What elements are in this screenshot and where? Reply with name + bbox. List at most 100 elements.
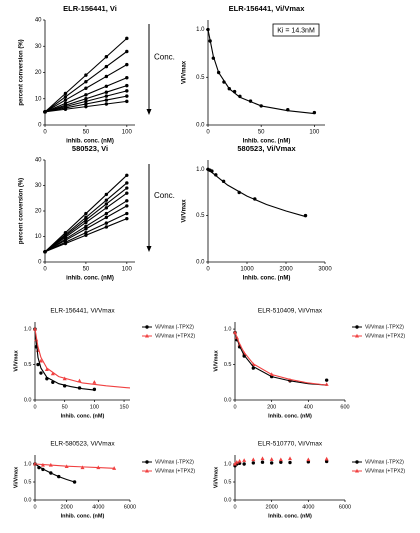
data-point	[269, 457, 274, 461]
y-tick-label: 0	[38, 260, 42, 266]
data-point	[63, 98, 68, 102]
panel: ELR-156441, Vi/Vmax 0.0 0.5 1.0 0 50 100 150 Inh…	[13, 308, 195, 420]
data-point	[237, 458, 242, 463]
data-point	[84, 97, 88, 101]
y-tick-label: 30	[35, 183, 42, 189]
chart-title: ELR-156441, Vi/Vmax	[50, 308, 115, 315]
data-point	[63, 241, 68, 246]
legend-label: Vi/Vmax (+TPX2)	[365, 468, 405, 474]
data-point	[251, 461, 256, 465]
annotation: Conc.	[154, 191, 175, 200]
chart-title: 580523, Vi	[72, 144, 108, 153]
y-tick-label: 30	[35, 44, 42, 50]
y-tick-label: 1.0	[24, 327, 32, 333]
y-tick-label: 0.5	[224, 362, 232, 368]
series-line	[207, 29, 315, 115]
legend-label: Vi/Vmax (+TPX2)	[155, 468, 195, 474]
y-axis-label: Vi/Vmax	[213, 349, 219, 371]
x-tick-label: 2000	[61, 504, 73, 510]
data-point	[84, 218, 88, 222]
legend-label: Vi/Vmax (+TPX2)	[155, 333, 195, 339]
y-tick-label: 20	[35, 209, 42, 215]
arrow-head	[146, 109, 152, 115]
legend-label: Vi/Vmax (-TPX2)	[365, 459, 404, 465]
data-point	[84, 73, 88, 77]
x-tick-label: 0	[43, 130, 47, 136]
x-axis-label: Inhib. conc. (nM)	[61, 413, 105, 419]
x-tick-label: 50	[83, 267, 90, 273]
data-point	[125, 89, 129, 93]
x-axis-label: inhib. conc. (nM)	[66, 276, 114, 282]
annotation: Ki = 14.3nM	[277, 27, 315, 34]
y-tick-label: 10	[35, 234, 42, 240]
data-point	[39, 371, 43, 375]
x-tick-label: 100	[309, 130, 320, 136]
data-point	[84, 102, 88, 106]
data-point	[324, 459, 329, 464]
x-tick-label: 2000	[266, 504, 278, 510]
x-tick-label: 100	[122, 130, 133, 136]
data-point	[84, 93, 88, 97]
data-point	[36, 362, 40, 367]
data-point	[125, 83, 129, 88]
y-tick-label: 10	[35, 96, 42, 102]
annotation-box	[272, 23, 320, 37]
data-point	[84, 224, 88, 228]
data-point	[251, 457, 256, 462]
data-point	[84, 230, 88, 235]
legend-marker	[355, 468, 359, 473]
data-point	[125, 199, 129, 203]
data-point	[104, 74, 109, 79]
legend-marker	[145, 460, 149, 464]
data-point	[104, 215, 109, 220]
data-point	[104, 202, 109, 206]
data-point	[50, 371, 55, 376]
data-point	[72, 480, 77, 484]
y-tick-label: 0.0	[24, 397, 32, 403]
y-axis-label: percent conversion (%)	[19, 178, 25, 244]
y-tick-label: 0.5	[196, 213, 205, 219]
data-point	[125, 62, 129, 67]
y-tick-label: 0.0	[196, 260, 205, 266]
data-point	[84, 215, 88, 220]
x-tick-label: 4000	[302, 504, 314, 510]
x-tick-label: 50	[83, 130, 90, 136]
y-tick-label: 20	[35, 70, 42, 76]
data-point	[84, 104, 88, 109]
panel: 580523, Vi 0 10 20 30 40 0 50 100 inhib. conc. (n…	[19, 144, 175, 282]
data-point	[125, 216, 129, 221]
data-point	[242, 458, 247, 462]
legend-marker	[145, 333, 149, 338]
data-point	[324, 378, 329, 382]
data-point	[38, 358, 43, 363]
data-point	[125, 76, 129, 80]
x-axis-label: Inhib. conc. (nM)	[268, 413, 312, 419]
data-point	[260, 456, 265, 461]
legend-label: Vi/Vmax (-TPX2)	[155, 324, 194, 330]
series-line	[34, 463, 75, 483]
data-point	[44, 367, 49, 372]
data-point	[104, 98, 109, 102]
data-point	[104, 84, 109, 88]
data-point	[104, 206, 109, 210]
data-point	[33, 326, 37, 331]
legend-marker	[145, 325, 149, 329]
arrow-head	[146, 246, 152, 252]
data-point	[43, 250, 47, 254]
chart-title: ELR-156441, Vi	[63, 4, 117, 13]
panel: ELR-510409, Vi/Vmax 0.0 0.5 1.0 0 200 400 600 In…	[213, 308, 405, 420]
x-tick-label: 6000	[339, 504, 351, 510]
data-point	[125, 204, 129, 208]
y-tick-label: 1.0	[196, 27, 205, 33]
data-point	[303, 213, 308, 218]
chart-title: ELR-580523, Vi/Vmax	[50, 441, 115, 448]
data-point	[63, 91, 68, 96]
data-point	[104, 90, 109, 94]
x-tick-label: 3000	[318, 267, 332, 273]
data-point	[84, 79, 88, 84]
y-tick-label: 40	[35, 158, 42, 164]
panel: ELR-580523, Vi/Vmax 0.0 0.5 1.0 0 2000 4000 600…	[13, 441, 195, 520]
data-point	[63, 107, 68, 111]
data-point	[92, 387, 97, 392]
